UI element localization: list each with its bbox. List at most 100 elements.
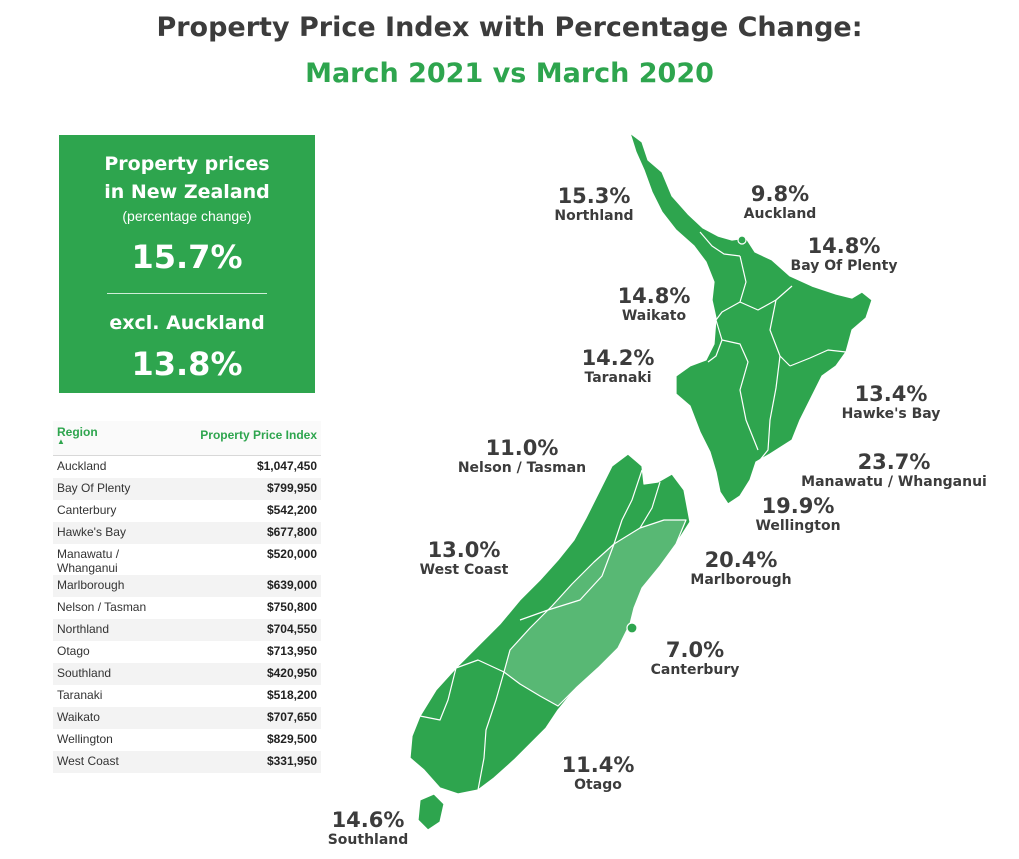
region-cell: Manawatu / Whanganui — [57, 547, 120, 575]
label-west-coast: 13.0% West Coast — [412, 540, 516, 578]
label-hawkes-bay: 13.4% Hawke's Bay — [838, 382, 944, 422]
index-cell: $1,047,450 — [256, 459, 317, 473]
boundary-line — [613, 469, 643, 545]
southland-pct: 14.6% — [331, 808, 405, 832]
boundary-line — [721, 339, 759, 451]
region-cell: Canterbury — [57, 503, 117, 517]
table-row: Canterbury $542,200 — [53, 500, 321, 522]
canterbury-region — [503, 519, 687, 707]
table-row: West Coast $331,950 — [53, 751, 321, 773]
wellington-name: Wellington — [755, 518, 841, 534]
index-cell: $707,650 — [181, 707, 321, 729]
otago-name: Otago — [574, 777, 622, 793]
manawatu-pct: 23.7% — [857, 450, 931, 474]
summary-heading-line2: in New Zealand — [104, 181, 270, 203]
region-cell: Northland — [53, 619, 181, 641]
excl-auckland-value: 13.8% — [131, 345, 243, 383]
hawkes-bay-pct: 13.4% — [854, 382, 928, 406]
column-header-region-label: Region — [57, 425, 98, 439]
boundary-line — [419, 667, 457, 721]
region-cell: Bay Of Plenty — [53, 478, 181, 500]
nelson-tasman-pct: 11.0% — [485, 436, 559, 460]
excl-auckland-label: excl. Auckland — [109, 312, 265, 334]
index-cell: $713,950 — [266, 644, 317, 658]
index-cell: $677,800 — [181, 522, 321, 544]
taranaki-name: Taranaki — [584, 370, 652, 386]
region-cell: Otago — [57, 644, 90, 658]
summary-subheading: (percentage change) — [122, 208, 252, 224]
table-row: Auckland $1,047,450 — [53, 456, 321, 479]
boundary-line — [639, 481, 661, 529]
island-marker — [737, 235, 747, 245]
island-marker — [626, 622, 638, 634]
label-auckland: 9.8% Auckland — [740, 184, 820, 222]
boundary-line — [477, 671, 505, 791]
table-row: Manawatu / Whanganui $520,000 — [53, 544, 321, 575]
label-bay-of-plenty: 14.8% Bay Of Plenty — [786, 234, 902, 274]
canterbury-pct: 7.0% — [665, 638, 725, 662]
boundary-line — [789, 349, 847, 367]
region-cell: Auckland — [57, 459, 107, 473]
column-header-index-label: Property Price Index — [200, 428, 317, 442]
price-index-table: Region ▲ Property Price Index Auckland $1… — [53, 421, 321, 773]
northland-pct: 15.3% — [557, 184, 631, 208]
canterbury-name: Canterbury — [650, 662, 740, 678]
table-row: Hawke's Bay $677,800 — [53, 522, 321, 544]
region-cell: Southland — [53, 663, 181, 685]
national-change-value: 15.7% — [131, 238, 243, 276]
index-cell: $639,000 — [181, 575, 321, 597]
label-waikato: 14.8% Waikato — [612, 286, 696, 324]
waikato-name: Waikato — [621, 308, 687, 324]
wellington-pct: 19.9% — [761, 494, 835, 518]
summary-heading-line1: Property prices — [104, 153, 270, 175]
table-row: Wellington $829,500 — [53, 729, 321, 751]
region-cell: Taranaki — [57, 688, 103, 702]
label-otago: 11.4% Otago — [556, 753, 640, 793]
column-header-index[interactable]: Property Price Index — [181, 421, 321, 456]
label-manawatu-whanganui: 23.7% Manawatu / Whanganui — [796, 450, 992, 490]
boundary-line — [769, 299, 791, 367]
index-cell: $799,950 — [181, 478, 321, 500]
west-coast-name: West Coast — [419, 562, 509, 578]
index-cell: $829,500 — [266, 732, 317, 746]
label-marlborough: 20.4% Marlborough — [684, 550, 798, 588]
label-southland: 14.6% Southland — [320, 808, 416, 848]
marlborough-name: Marlborough — [690, 572, 792, 588]
label-taranaki: 14.2% Taranaki — [576, 348, 660, 386]
index-cell: $520,000 — [266, 547, 317, 561]
column-header-region[interactable]: Region ▲ — [53, 421, 181, 456]
boundary-line — [707, 319, 723, 363]
region-cell: Nelson / Tasman — [57, 600, 147, 614]
otago-pct: 11.4% — [561, 753, 635, 777]
boundary-line — [519, 543, 615, 621]
table-row: Taranaki $518,200 — [53, 685, 321, 707]
label-wellington: 19.9% Wellington — [748, 494, 848, 534]
region-cell: Waikato — [53, 707, 181, 729]
index-cell: $542,200 — [266, 503, 317, 517]
page-title: Property Price Index with Percentage Cha… — [156, 12, 863, 43]
index-cell: $420,950 — [181, 663, 321, 685]
auckland-name: Auckland — [743, 206, 817, 222]
table-row: Marlborough $639,000 — [53, 575, 321, 597]
region-cell: West Coast — [53, 751, 181, 773]
label-nelson-tasman: 11.0% Nelson / Tasman — [448, 436, 596, 476]
table-header-row: Region ▲ Property Price Index — [53, 421, 321, 456]
region-boundaries — [419, 231, 847, 791]
bay-of-plenty-pct: 14.8% — [807, 234, 881, 258]
index-cell: $518,200 — [266, 688, 317, 702]
table-row: Waikato $707,650 — [53, 707, 321, 729]
index-cell: $750,800 — [266, 600, 317, 614]
northland-name: Northland — [554, 208, 634, 224]
page-subtitle: March 2021 vs March 2020 — [305, 58, 714, 89]
table-row: Bay Of Plenty $799,950 — [53, 478, 321, 500]
bay-of-plenty-name: Bay Of Plenty — [790, 258, 898, 274]
index-cell: $331,950 — [181, 751, 321, 773]
table-row: Northland $704,550 — [53, 619, 321, 641]
hawkes-bay-name: Hawke's Bay — [841, 406, 941, 422]
nelson-tasman-name: Nelson / Tasman — [457, 460, 587, 476]
boundary-line — [739, 285, 793, 311]
summary-card: Property prices in New Zealand (percenta… — [59, 135, 315, 393]
region-cell: Hawke's Bay — [53, 522, 181, 544]
region-cell: Wellington — [57, 732, 113, 746]
boundary-line — [455, 659, 505, 673]
